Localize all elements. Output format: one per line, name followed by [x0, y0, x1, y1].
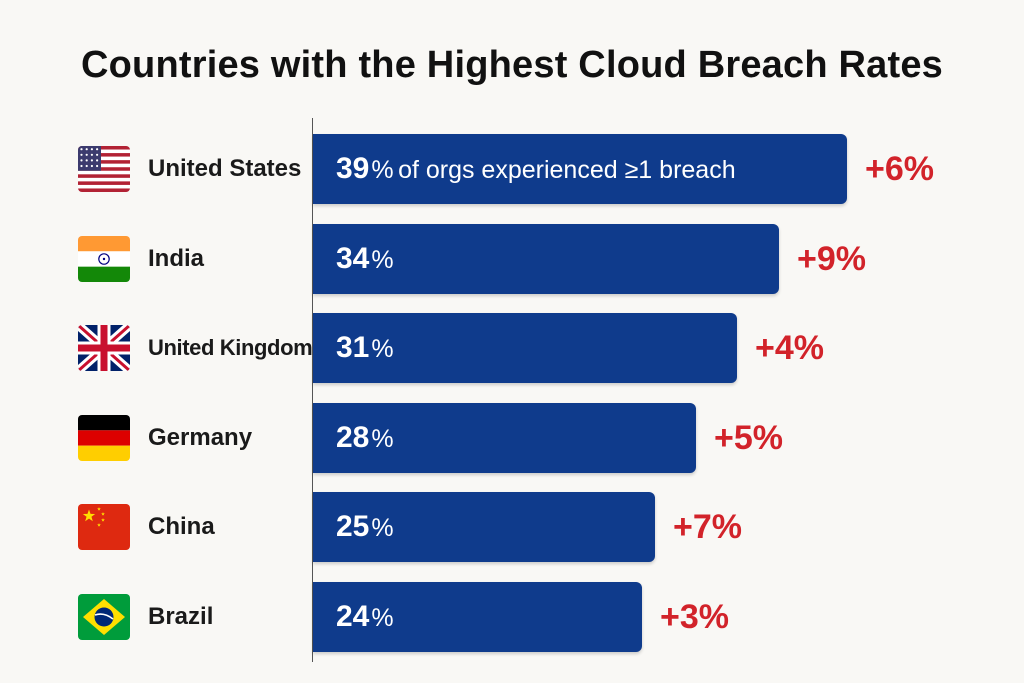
bar — [313, 313, 737, 383]
category-label: India — [148, 244, 205, 272]
bar — [313, 581, 642, 652]
data-label-value: 34 — [336, 241, 370, 275]
data-label-unit: % — [371, 424, 394, 453]
bar-row: China 25% +7% — [0, 492, 1024, 562]
data-label-unit: % — [371, 514, 394, 542]
change-label: +4% — [755, 329, 824, 367]
data-label: 39% of orgs experienced ≥1 breach — [336, 134, 736, 204]
change-label: +6% — [865, 150, 934, 188]
category-label: China — [148, 513, 215, 540]
change-label: +9% — [797, 239, 866, 278]
data-label-value: 24 — [336, 599, 370, 633]
y-axis-line — [312, 118, 313, 662]
category-label: United States — [148, 155, 302, 182]
uk-flag-icon — [78, 325, 130, 371]
bar — [313, 223, 779, 294]
bar — [313, 134, 847, 204]
data-label-value: 39 — [336, 152, 370, 185]
india-flag-icon — [78, 235, 130, 282]
brazil-flag-icon — [78, 593, 130, 640]
data-label: 24% — [336, 582, 394, 652]
us-flag-icon — [78, 146, 130, 192]
data-label: 28% — [336, 403, 394, 473]
category-label: Germany — [148, 423, 253, 451]
data-label-value: 31 — [336, 331, 370, 364]
category-label: Brazil — [148, 602, 214, 630]
data-label-unit: % — [371, 335, 394, 363]
data-label: 31% — [336, 313, 394, 383]
data-label-unit: % — [371, 603, 394, 632]
chart-title: Countries with the Highest Cloud Breach … — [81, 44, 943, 86]
bar-row: India 34% +9% — [0, 223, 1024, 294]
data-label-value: 28 — [336, 420, 370, 454]
germany-flag-icon — [78, 414, 130, 461]
data-label-unit: % — [371, 245, 394, 274]
bar — [313, 402, 696, 473]
bar-row: Germany 28% +5% — [0, 402, 1024, 473]
bar-row: Brazil 24% +3% — [0, 581, 1024, 652]
change-label: +7% — [673, 508, 742, 546]
data-label: 34% — [336, 224, 394, 294]
change-label: +3% — [660, 597, 729, 636]
bar — [313, 492, 655, 562]
data-label-unit: % — [371, 156, 394, 184]
china-flag-icon — [78, 504, 130, 550]
change-label: +5% — [714, 418, 783, 457]
bar-row: United States 39% of orgs experienced ≥1 … — [0, 134, 1024, 204]
data-label-note: of orgs experienced ≥1 breach — [398, 156, 736, 184]
data-label-value: 25 — [336, 510, 370, 543]
category-label: United Kingdom — [148, 335, 313, 360]
bar-row: United Kingdom 31% +4% — [0, 313, 1024, 383]
data-label: 25% — [336, 492, 394, 562]
